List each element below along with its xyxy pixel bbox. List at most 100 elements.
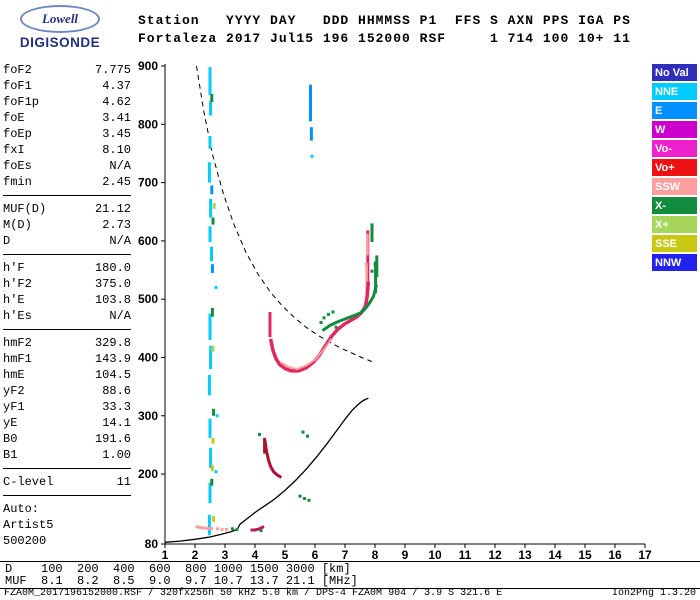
dot-pink-specks bbox=[216, 527, 219, 531]
param-value: 33.3 bbox=[102, 400, 131, 414]
param-row-b0: B0 191.6 bbox=[3, 431, 131, 447]
legend-item-w: W bbox=[652, 121, 697, 138]
lowell-logo: Lowell DIGISONDE bbox=[8, 5, 112, 50]
dot-green-specks bbox=[306, 434, 309, 438]
dot-cyan-specks bbox=[214, 286, 218, 290]
panel-separator bbox=[3, 329, 131, 330]
param-label: foF2 bbox=[3, 63, 32, 77]
distance-row: D 100 200 400 600 800 1000 1500 3000 [km… bbox=[5, 562, 351, 576]
dot-cyan-specks bbox=[215, 414, 219, 418]
dot-green-specks bbox=[373, 262, 377, 266]
legend-item-x: X+ bbox=[652, 216, 697, 233]
param-value: 11 bbox=[116, 475, 131, 489]
param-label: h'E bbox=[3, 293, 25, 307]
param-label: h'F2 bbox=[3, 277, 32, 291]
param-label: yF2 bbox=[3, 384, 25, 398]
param-label: foF1 bbox=[3, 79, 32, 93]
ionogram-plot: 1 2 3 4 5 6 7 8 9 10 11 12 13 14 15 16 17900800700600500… bbox=[138, 59, 652, 562]
x-tick-label: 6 bbox=[312, 548, 319, 562]
param-row-foe: foE 3.41 bbox=[3, 110, 131, 126]
param-value: 8.10 bbox=[102, 143, 131, 157]
param-label: C-level bbox=[3, 475, 54, 489]
param-row-m-d: M(D) 2.73 bbox=[3, 217, 131, 233]
parameter-panel: foF2 7.775 foF1 4.37 foF1p 4.62 foE 3.41 foEp 3.4… bbox=[3, 62, 131, 549]
dot-green-specks bbox=[298, 494, 302, 498]
dot-cyan-specks bbox=[214, 470, 218, 474]
x-tick-label: 14 bbox=[548, 548, 562, 562]
param-label: B1 bbox=[3, 448, 18, 462]
param-label: foF1p bbox=[3, 95, 40, 109]
x-tick-label: 7 bbox=[342, 548, 349, 562]
trace-f1-trace bbox=[263, 439, 283, 479]
legend-item-sse: SSE bbox=[652, 235, 697, 252]
x-tick-label: 11 bbox=[459, 548, 472, 562]
dot-green-specks bbox=[327, 312, 330, 316]
param-row-h-e: h'E 103.8 bbox=[3, 292, 131, 308]
param-label: foEs bbox=[3, 159, 32, 173]
y-tick-label: 300 bbox=[138, 409, 158, 423]
param-value: N/A bbox=[109, 159, 131, 173]
muf-row: MUF 8.1 8.2 8.5 9.0 9.7 10.7 13.7 21.1 [… bbox=[5, 574, 358, 588]
trace-f2-x-trace bbox=[321, 284, 378, 332]
station-header: Station YYYY DAY DDD HHMMSS P1 FFS S AXN… bbox=[138, 12, 631, 48]
param-row-fof1p: foF1p 4.62 bbox=[3, 94, 131, 110]
x-tick-label: 15 bbox=[578, 548, 592, 562]
x-tick-label: 10 bbox=[428, 548, 442, 562]
dot-green-specks bbox=[370, 269, 374, 273]
status-bar: FZA0M_2017196152000.RSF / 320fx256h 50 k… bbox=[4, 589, 696, 599]
x-tick-label: 16 bbox=[608, 548, 622, 562]
x-tick-label: 17 bbox=[638, 548, 652, 562]
legend-item-x: X- bbox=[652, 197, 697, 214]
curve-true-height-profile bbox=[164, 397, 369, 543]
param-label: yF1 bbox=[3, 400, 25, 414]
trace-e-trace-right bbox=[250, 525, 265, 532]
dot-green-specks bbox=[259, 529, 263, 533]
param-value: 2.45 bbox=[102, 175, 131, 189]
legend-item-vo: Vo+ bbox=[652, 159, 697, 176]
param-row-fmin: fmin 2.45 bbox=[3, 174, 131, 190]
y-tick-label: 80 bbox=[145, 537, 159, 551]
param-value: N/A bbox=[109, 309, 131, 323]
y-tick-label: 200 bbox=[138, 467, 158, 481]
dot-green-specks bbox=[319, 320, 323, 324]
trace-e-trace-left bbox=[195, 525, 214, 531]
param-row-foes: foEs N/A bbox=[3, 158, 131, 174]
legend-item-vo: Vo- bbox=[652, 140, 697, 157]
x-tick-label: 3 bbox=[222, 548, 229, 562]
param-label: hmF2 bbox=[3, 336, 32, 350]
dot-green-specks bbox=[235, 527, 239, 531]
param-row-fof2: foF2 7.775 bbox=[3, 62, 131, 78]
dot-green-specks bbox=[258, 432, 261, 436]
dot-pink-specks bbox=[364, 262, 368, 266]
x-tick-label: 13 bbox=[518, 548, 532, 562]
param-value: 4.37 bbox=[102, 79, 131, 93]
dot-green-specks bbox=[301, 430, 305, 434]
divider-bottom bbox=[0, 588, 700, 589]
param-row-fxi: fxI 8.10 bbox=[3, 142, 131, 158]
param-value: 7.775 bbox=[94, 63, 131, 77]
param-row-hmf1: hmF1 143.9 bbox=[3, 351, 131, 367]
status-file-info: FZA0M_2017196152000.RSF / 320fx256h 50 k… bbox=[4, 588, 503, 599]
param-value: 21.12 bbox=[94, 202, 131, 216]
param-row-c-level: C-level 11 bbox=[3, 474, 131, 490]
param-value: 180.0 bbox=[94, 261, 131, 275]
dot-green-specks bbox=[322, 316, 326, 320]
x-tick-label: 12 bbox=[488, 548, 502, 562]
y-tick-label: 400 bbox=[138, 350, 158, 364]
trace-f2-o-trace bbox=[268, 281, 371, 373]
param-value: 143.9 bbox=[94, 352, 131, 366]
param-value: 14.1 bbox=[102, 416, 131, 430]
param-row-yf1: yF1 33.3 bbox=[3, 399, 131, 415]
x-tick-label: 5 bbox=[282, 548, 289, 562]
dot-green-specks bbox=[331, 310, 335, 314]
digisonde-wordmark: DIGISONDE bbox=[19, 35, 101, 50]
param-value: 375.0 bbox=[94, 277, 131, 291]
param-label: MUF(D) bbox=[3, 202, 47, 216]
panel-separator bbox=[3, 468, 131, 469]
param-row-d: D N/A bbox=[3, 233, 131, 249]
x-tick-label: 8 bbox=[372, 548, 379, 562]
lowell-logo-name: Lowell bbox=[41, 11, 79, 26]
param-value: 104.5 bbox=[94, 368, 131, 382]
y-tick-label: 700 bbox=[138, 176, 158, 190]
trace-f2-o-trace-pink bbox=[279, 338, 333, 371]
